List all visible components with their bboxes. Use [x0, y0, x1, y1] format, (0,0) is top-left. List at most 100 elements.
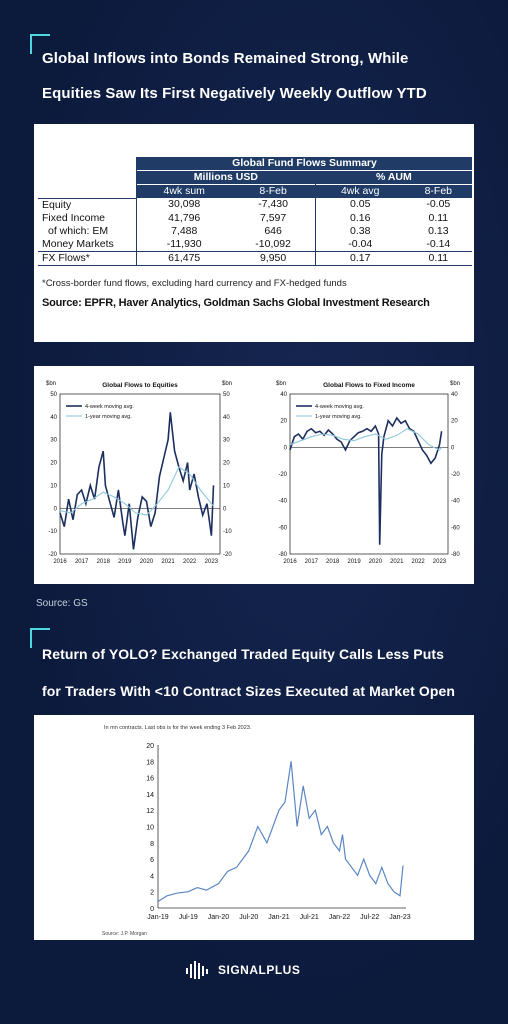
equity-flows-chart: Global Flows to Equities $bn $bn -20 -20 -10 -…	[46, 381, 232, 565]
chart-title: Global Flows to Equities	[102, 382, 178, 389]
x-tick-label: 2021	[161, 559, 175, 565]
y-tick-label: 10	[50, 483, 57, 489]
y-tick-label: 18	[146, 759, 154, 766]
plot-frame	[289, 393, 449, 555]
y-tick-label: 16	[146, 776, 154, 783]
source-gs: Source: GS	[36, 598, 88, 609]
x-tick-label: 2017	[305, 559, 319, 565]
y-tick-label: -60	[451, 525, 460, 531]
y-tick-label: 0	[54, 506, 58, 512]
col-header: 4wk avg	[314, 184, 405, 198]
cell: 0.05	[314, 198, 405, 212]
legend-label: 4-week moving avg.	[315, 404, 364, 410]
headline-bracket	[30, 628, 50, 648]
col-header: 4wk sum	[136, 184, 232, 198]
legend-label: 1-year moving avg.	[315, 414, 362, 420]
table-blank	[38, 184, 137, 199]
x-tick-label: 2018	[326, 559, 340, 565]
x-tick-label: 2019	[347, 559, 361, 565]
plot-frame	[59, 393, 221, 555]
table-row: Fixed Income 41,796 7,597 0.16 0.11	[38, 211, 472, 225]
x-tick-label: Jan-22	[329, 914, 351, 921]
x-tick-label: 2020	[369, 559, 383, 565]
col-header: 8-Feb	[231, 184, 316, 198]
cell: 9,950	[231, 251, 316, 266]
y-tick-label: 2	[150, 890, 154, 897]
x-tick-label: Jul-20	[239, 914, 258, 921]
headline-2-line-2: for Traders With <10 Contract Sizes Exec…	[42, 683, 456, 699]
y-tick-label: -80	[278, 552, 287, 558]
cell: 7,597	[259, 211, 287, 224]
cell: -7,430	[258, 198, 288, 211]
flows-charts-panel: Global Flows to Equities $bn $bn -20 -20 -10 -…	[34, 366, 474, 584]
cell: 0.16	[314, 211, 405, 225]
cell: -0.05	[426, 198, 451, 211]
y-tick-label: 0	[223, 506, 227, 512]
cell: 0.38	[314, 224, 405, 238]
x-tick-label: Jul-21	[300, 914, 319, 921]
cell: 7,488	[136, 224, 232, 238]
y-tick-label: 40	[451, 392, 458, 398]
x-tick-label: Jan-21	[268, 914, 290, 921]
x-tick-label: 2019	[118, 559, 132, 565]
x-tick-label: 2016	[53, 559, 67, 565]
x-tick-label: 2023	[433, 559, 447, 565]
y-unit-right: $bn	[222, 381, 232, 387]
fund-flows-table: Global Fund Flows Summary Millions USD %…	[38, 157, 472, 266]
table-blank	[38, 171, 137, 185]
y-tick-label: -20	[451, 472, 460, 478]
table-footnote: *Cross-border fund flows, excluding hard…	[42, 278, 347, 289]
y-tick-label: 50	[50, 392, 57, 398]
y-tick-label: 30	[223, 438, 230, 444]
x-tick-label: 2022	[183, 559, 197, 565]
table-source: Source: EPFR, Haver Analytics, Goldman S…	[42, 297, 430, 309]
col-header: 8-Feb	[404, 184, 472, 198]
x-tick-label: 2023	[205, 559, 219, 565]
y-tick-label: 50	[223, 392, 230, 398]
y-tick-label: -80	[451, 552, 460, 558]
y-tick-label: 20	[146, 743, 154, 750]
series-line	[157, 761, 404, 903]
x-tick-label: Jan-23	[389, 914, 411, 921]
row-label: Equity	[42, 198, 72, 211]
y-tick-label: 14	[146, 792, 154, 799]
x-tick-label: 2022	[411, 559, 425, 565]
logo-text: SIGNALPLUS	[218, 963, 301, 977]
cell: 30,098	[136, 198, 232, 212]
table-blank	[38, 157, 137, 171]
y-tick-label: 4	[150, 873, 154, 880]
table-row: Money Markets -11,930 -10,092 -0.04 -0.1…	[38, 237, 472, 252]
x-tick-label: Jan-19	[147, 914, 169, 921]
cell: 41,796	[136, 211, 232, 225]
x-tick-label: 2018	[97, 559, 111, 565]
x-tick-label: 2020	[140, 559, 154, 565]
y-tick-label: -40	[278, 499, 287, 505]
y-tick-label: -10	[48, 529, 57, 535]
y-tick-label: 0	[150, 906, 154, 913]
y-tick-label: 40	[50, 415, 57, 421]
y-unit-left: $bn	[276, 381, 286, 387]
table-row: FX Flows* 61,475 9,950 0.17 0.11	[38, 251, 472, 266]
cell: -11,930	[136, 237, 232, 252]
cell: 61,475	[136, 251, 232, 266]
y-tick-label: 12	[146, 808, 154, 815]
y-tick-label: 8	[150, 841, 154, 848]
y-unit-left: $bn	[46, 381, 56, 387]
series-line	[289, 428, 443, 451]
y-tick-label: 6	[150, 857, 154, 864]
y-tick-label: 20	[451, 419, 458, 425]
headline-2-line-1: Return of YOLO? Exchanged Traded Equity …	[42, 646, 444, 662]
y-tick-label: -10	[223, 529, 232, 535]
legend-label: 4-week moving avg.	[85, 404, 134, 410]
row-label: Money Markets	[38, 237, 137, 252]
table-row: Equity 30,098 -7,430 0.05 -0.05	[38, 198, 472, 212]
x-tick-label: Jan-20	[208, 914, 230, 921]
chart-title: Global Flows to Fixed Income	[323, 382, 415, 389]
series-line	[59, 466, 214, 516]
series-line	[289, 416, 443, 545]
cell: 0.13	[428, 224, 449, 237]
y-tick-label: -20	[278, 472, 287, 478]
group-header-aum: % AUM	[314, 170, 472, 185]
row-label: of which: EM	[48, 224, 109, 237]
y-tick-label: 30	[50, 438, 57, 444]
